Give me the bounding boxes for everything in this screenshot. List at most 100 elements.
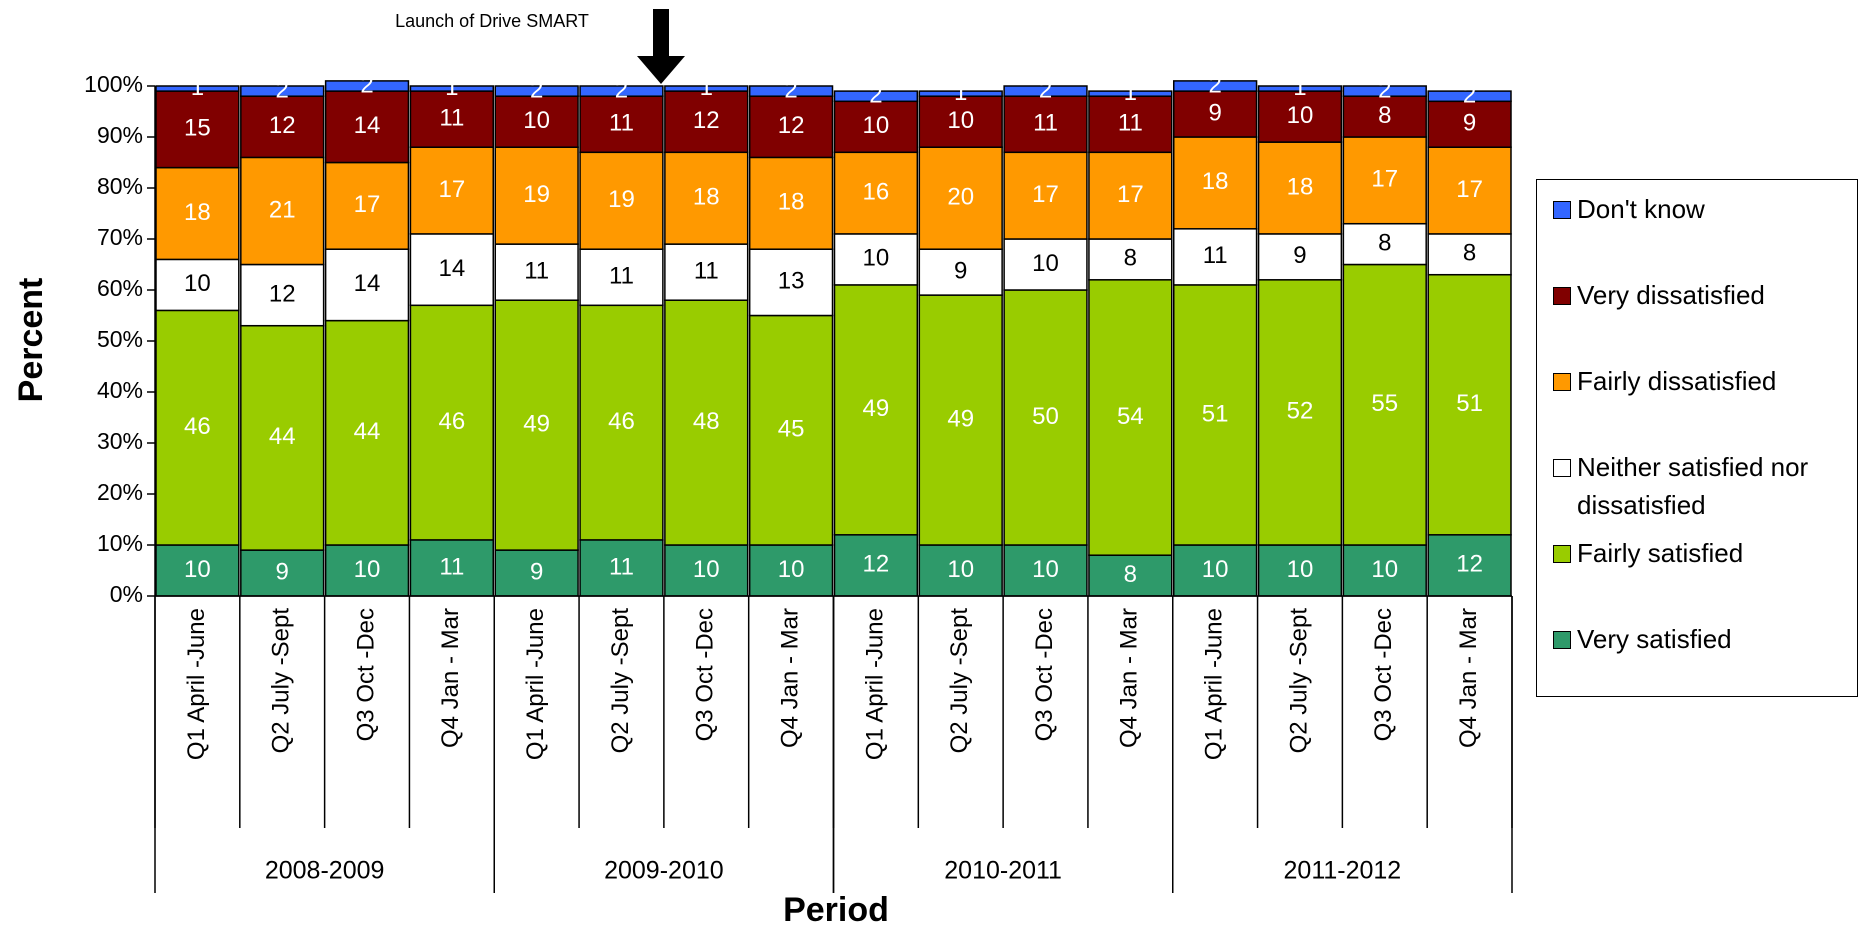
bar-segment [324, 90, 410, 164]
bar-segment [240, 95, 325, 159]
bar-segment [155, 90, 240, 169]
bar-segment [1003, 238, 1088, 291]
data-label: 17 [438, 176, 465, 203]
bar-segment [664, 243, 749, 301]
data-label: 12 [269, 112, 296, 139]
x-tick-label: Q2 July -Sept [1285, 608, 1312, 754]
legend: Don't know Very dissatisfied Fairly dissat… [1536, 179, 1858, 697]
x-tick-label: Q2 July -Sept [607, 608, 634, 754]
bar-segment [1257, 233, 1343, 281]
legend-item: Fairly dissatisfied [1553, 362, 1857, 448]
data-label: 10 [947, 556, 974, 583]
bar-segment [1003, 151, 1088, 240]
bar-segment [748, 544, 834, 597]
data-label: 8 [1124, 245, 1137, 272]
data-label: 2 [615, 76, 628, 103]
data-label: 1 [191, 74, 204, 101]
data-label: 14 [438, 255, 465, 282]
data-label: 11 [1033, 110, 1058, 137]
legend-item: Don't know [1553, 190, 1857, 276]
data-label: 14 [354, 112, 381, 139]
bar-segment [155, 544, 240, 597]
legend-label: Don't know [1577, 194, 1705, 224]
data-label: 2 [784, 76, 797, 103]
y-tick-label: 30% [97, 428, 143, 454]
data-label: 49 [863, 395, 890, 422]
data-label: 15 [184, 115, 211, 142]
bar-segment [1173, 80, 1258, 92]
data-label: 16 [863, 178, 890, 205]
data-label: 9 [1208, 99, 1221, 126]
data-label: 21 [269, 196, 296, 223]
data-label: 12 [269, 280, 296, 307]
data-label: 10 [1287, 556, 1314, 583]
legend-swatch [1553, 287, 1571, 305]
data-label: 18 [1287, 173, 1314, 200]
data-label: 10 [778, 556, 805, 583]
bar-segment [324, 248, 410, 322]
data-label: 9 [276, 558, 289, 585]
data-label: 10 [863, 112, 890, 139]
bar-segment [1342, 544, 1427, 597]
bar-segment [918, 146, 1003, 250]
bar-segment [1088, 238, 1173, 281]
bar-segment [240, 549, 325, 597]
data-label: 1 [700, 74, 713, 101]
y-tick-label: 90% [97, 122, 143, 148]
data-label: 11 [609, 263, 634, 290]
bar-segment [664, 151, 749, 245]
data-label: 49 [523, 410, 550, 437]
bar-segment [155, 85, 240, 92]
x-tick-label: Q1 April -June [1201, 608, 1228, 760]
x-tick-label: Q3 Oct -Dec [352, 608, 379, 741]
x-axis-title: Period [783, 891, 889, 929]
data-label: 12 [778, 112, 805, 139]
data-label: 2 [276, 76, 289, 103]
data-label: 19 [608, 186, 635, 213]
data-label: 10 [693, 556, 720, 583]
x-tick-label: Q1 April -June [183, 608, 210, 760]
legend-label: Very satisfied [1577, 624, 1732, 654]
data-label: 10 [184, 556, 211, 583]
x-tick-label: Q1 April -June [522, 608, 549, 760]
bar-segment [1088, 90, 1173, 97]
data-label: 2 [869, 82, 882, 109]
data-label: 17 [1117, 181, 1144, 208]
data-label: 10 [1202, 556, 1229, 583]
data-label: 52 [1287, 398, 1314, 425]
data-label: 11 [524, 257, 549, 284]
bar-segment [1173, 136, 1258, 230]
data-label: 48 [693, 408, 720, 435]
bar-segment [918, 544, 1003, 597]
x-tick-label: Q3 Oct -Dec [692, 608, 719, 741]
bar-segment [409, 304, 494, 541]
x-tick-label: Q4 Jan - Mar [1455, 608, 1482, 748]
y-tick-label: 10% [97, 530, 143, 556]
bar-segment [155, 166, 240, 261]
legend-swatch [1553, 373, 1571, 391]
x-tick-label: Q2 July -Sept [268, 608, 295, 754]
data-label: 14 [354, 270, 381, 297]
data-label: 54 [1117, 403, 1144, 430]
data-label: 9 [1463, 110, 1476, 137]
data-label: 11 [609, 553, 634, 580]
bar-segment [918, 95, 1003, 148]
data-label: 18 [693, 184, 720, 211]
x-tick-label: Q4 Jan - Mar [776, 608, 803, 748]
data-label: 46 [184, 413, 211, 440]
data-label: 49 [947, 405, 974, 432]
data-label: 17 [1371, 166, 1398, 193]
x-tick-label: Q2 July -Sept [946, 608, 973, 754]
legend-item: Very dissatisfied [1553, 276, 1857, 362]
bar-segment [1342, 95, 1427, 138]
bar-segment [833, 233, 919, 286]
data-label: 10 [184, 270, 211, 297]
data-label: 11 [609, 110, 634, 137]
data-label: 18 [1202, 168, 1229, 195]
bar-segment [324, 544, 410, 597]
bar-segment [1088, 95, 1173, 154]
bar-segment [324, 319, 410, 546]
data-label: 50 [1032, 403, 1059, 430]
annotation-arrow [637, 9, 685, 84]
data-label: 8 [1124, 561, 1137, 588]
